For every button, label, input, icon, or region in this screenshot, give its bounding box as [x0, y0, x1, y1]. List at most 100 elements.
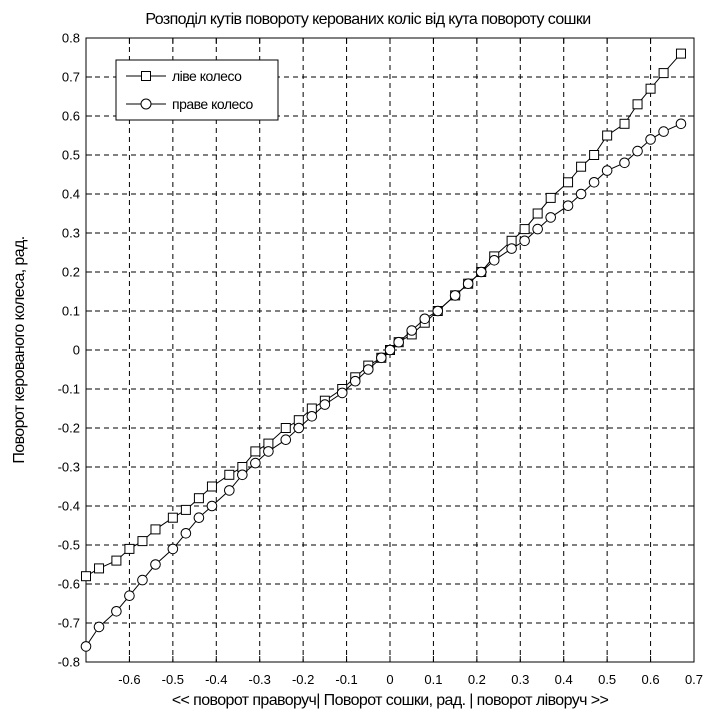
- x-axis-label: << поворот праворуч| Поворот сошки, рад.…: [172, 692, 609, 709]
- data-point-right-wheel: [111, 606, 122, 617]
- x-tick-label: -0.3: [249, 672, 271, 687]
- x-tick-label: 0.4: [555, 672, 573, 687]
- data-point-left-wheel: [645, 83, 656, 94]
- data-point-right-wheel: [475, 266, 487, 278]
- x-tick-label: -0.4: [205, 672, 227, 687]
- data-point-right-wheel: [419, 313, 431, 325]
- y-tick-label: -0.1: [58, 382, 80, 397]
- y-tick-label: 0: [73, 343, 80, 358]
- x-tick-label: -0.6: [118, 672, 140, 687]
- data-point-right-wheel: [150, 559, 161, 570]
- data-point-left-wheel: [224, 469, 235, 480]
- data-point-left-wheel: [250, 446, 261, 457]
- data-point-right-wheel: [80, 641, 92, 652]
- data-point-right-wheel: [675, 118, 687, 130]
- x-tick-label: -0.2: [292, 672, 314, 687]
- data-point-right-wheel: [193, 512, 205, 524]
- y-tick-label: -0.3: [58, 460, 80, 475]
- data-point-right-wheel: [658, 126, 669, 137]
- data-point-right-wheel: [406, 325, 418, 336]
- data-point-left-wheel: [532, 208, 543, 219]
- legend: ліве колесо праве колесо: [115, 59, 279, 121]
- data-point-left-wheel: [280, 423, 291, 433]
- data-point-left-wheel: [602, 130, 613, 141]
- data-point-right-wheel: [306, 411, 318, 422]
- axes: [85, 37, 695, 663]
- series-layer: [80, 48, 687, 652]
- data-point-left-wheel: [193, 493, 204, 504]
- data-point-left-wheel: [124, 543, 135, 554]
- data-point-right-wheel: [462, 278, 474, 290]
- data-point-right-wheel: [336, 387, 348, 399]
- data-point-left-wheel: [150, 524, 161, 535]
- data-point-right-wheel: [250, 457, 261, 469]
- data-point-right-wheel: [432, 305, 444, 317]
- x-tick-label: 0.3: [511, 672, 529, 687]
- data-point-right-wheel: [376, 352, 387, 364]
- data-point-right-wheel: [167, 543, 179, 555]
- data-point-right-wheel: [393, 336, 404, 348]
- legend-square-marker-icon: [141, 71, 151, 81]
- data-point-right-wheel: [293, 422, 305, 434]
- data-point-right-wheel: [632, 145, 643, 157]
- data-point-right-wheel: [575, 188, 587, 200]
- data-point-right-wheel: [519, 235, 530, 247]
- data-point-right-wheel: [206, 500, 218, 512]
- y-tick-label: 0.3: [62, 226, 80, 241]
- data-point-left-wheel: [576, 161, 587, 172]
- data-point-left-wheel: [545, 192, 556, 203]
- legend-label-left-wheel: ліве колесо: [172, 68, 242, 84]
- legend-circle-marker-icon: [140, 98, 152, 110]
- y-tick-label: 0.1: [62, 304, 80, 319]
- x-tick-label: 0.2: [468, 672, 486, 687]
- data-point-right-wheel: [601, 165, 613, 176]
- data-point-right-wheel: [384, 344, 396, 356]
- data-point-left-wheel: [675, 48, 686, 59]
- data-point-right-wheel: [137, 574, 148, 586]
- data-point-right-wheel: [349, 375, 361, 387]
- y-tick-label: -0.2: [58, 421, 80, 436]
- data-point-right-wheel: [319, 399, 331, 410]
- x-tick-label: 0.1: [424, 672, 442, 687]
- y-tick-label: 0.8: [62, 31, 80, 46]
- data-point-right-wheel: [93, 621, 105, 633]
- data-point-left-wheel: [180, 504, 191, 515]
- legend-box: [115, 59, 279, 121]
- legend-label-right-wheel: праве колесо: [172, 96, 253, 112]
- data-point-left-wheel: [519, 224, 530, 235]
- y-tick-label: 0.5: [62, 148, 80, 163]
- data-point-left-wheel: [632, 99, 643, 110]
- x-tick-label: 0.5: [598, 672, 616, 687]
- x-tick-label: 0.6: [642, 672, 660, 687]
- data-point-right-wheel: [362, 364, 374, 375]
- x-tick-label: -0.5: [162, 672, 184, 687]
- data-point-left-wheel: [137, 536, 148, 547]
- data-point-left-wheel: [94, 563, 105, 574]
- data-point-left-wheel: [206, 481, 217, 492]
- y-tick-label: -0.8: [58, 655, 80, 670]
- y-axis-label: Поворот керованого колеса, рад.: [11, 236, 28, 463]
- data-point-right-wheel: [124, 590, 135, 602]
- data-point-right-wheel: [532, 223, 543, 235]
- data-point-right-wheel: [224, 485, 235, 496]
- y-tick-label: 0.6: [62, 109, 80, 124]
- data-point-right-wheel: [619, 157, 630, 169]
- data-point-right-wheel: [263, 446, 274, 457]
- data-point-right-wheel: [280, 434, 292, 446]
- data-point-left-wheel: [111, 555, 122, 566]
- y-tick-label: 0.7: [62, 70, 80, 85]
- data-point-right-wheel: [645, 134, 656, 145]
- data-point-right-wheel: [545, 212, 556, 223]
- y-tick-label: 0.4: [62, 187, 80, 202]
- data-point-left-wheel: [658, 68, 669, 79]
- data-point-right-wheel: [588, 177, 600, 188]
- y-tick-label: -0.6: [58, 577, 80, 592]
- data-point-right-wheel: [562, 200, 574, 211]
- y-tick-label: -0.5: [58, 538, 80, 553]
- y-tick-label: -0.7: [58, 616, 80, 631]
- data-point-right-wheel: [180, 528, 192, 539]
- data-point-left-wheel: [81, 571, 91, 582]
- y-tick-label: 0.2: [62, 265, 80, 280]
